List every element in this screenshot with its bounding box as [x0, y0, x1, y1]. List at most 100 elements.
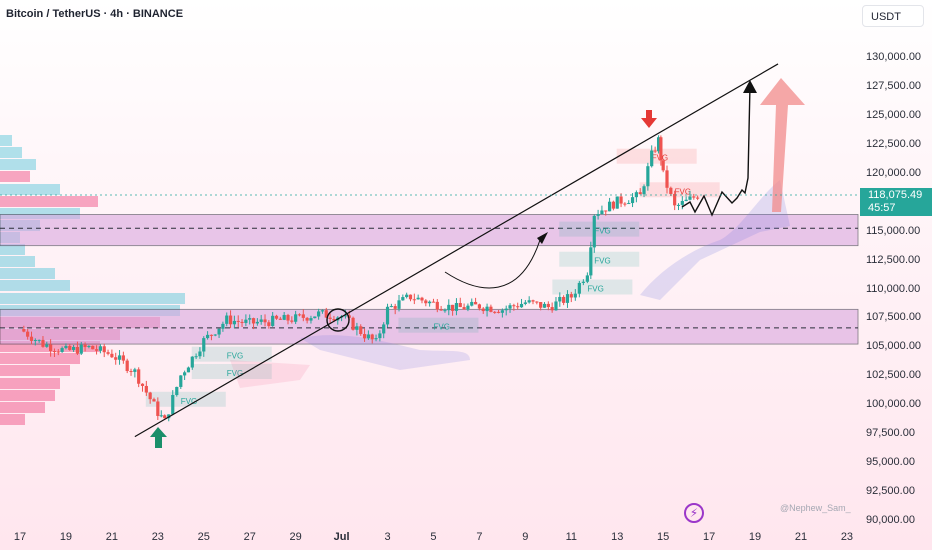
candle-body — [225, 315, 229, 324]
candle-body — [646, 166, 650, 187]
volume-profile-bar — [0, 414, 25, 425]
volume-profile-bar — [0, 159, 36, 170]
x-tick-label: 27 — [243, 531, 256, 543]
fvg-label: FVG — [181, 397, 197, 406]
candle-body — [75, 347, 80, 354]
candle-body — [313, 316, 317, 319]
candle-body — [45, 344, 49, 347]
candle-body — [504, 308, 508, 311]
candlesticks — [22, 135, 700, 422]
candle-body — [443, 310, 447, 312]
candle-body — [274, 315, 279, 319]
y-tick-label: 120,000.00 — [866, 166, 922, 179]
circle-marker — [326, 308, 350, 332]
candle-body — [309, 318, 313, 321]
candle-body — [615, 196, 619, 209]
candle-body — [114, 357, 118, 360]
candle-body — [489, 306, 493, 312]
candle-body — [600, 210, 604, 215]
candle-body — [676, 204, 681, 206]
candle-body — [477, 304, 482, 309]
cloud-lower — [300, 335, 470, 370]
candle-body — [466, 305, 470, 310]
candle-body — [98, 346, 102, 351]
volume-profile-bar — [0, 196, 98, 207]
volume-profile-bar — [0, 244, 25, 255]
candle-body — [661, 160, 665, 171]
candle-body — [282, 314, 286, 320]
x-tick-label: 23 — [840, 531, 854, 543]
candle-body — [638, 192, 642, 195]
fvg-box — [639, 182, 720, 198]
candle-body — [183, 372, 187, 376]
candle-body — [362, 334, 367, 339]
candle-body — [94, 349, 99, 351]
candle-body — [263, 319, 267, 323]
candle-body — [412, 299, 416, 301]
projection-path — [681, 84, 751, 217]
candle-body — [692, 196, 696, 198]
volume-profile-bar — [0, 353, 80, 364]
candle-body — [431, 301, 436, 303]
volume-profile-bar — [0, 268, 55, 279]
candle-body — [33, 339, 37, 341]
candle-body — [60, 348, 64, 352]
trendline — [134, 63, 779, 438]
candle-body — [205, 334, 210, 339]
candle-body — [382, 324, 386, 334]
candle-body — [29, 336, 34, 341]
cloud-pink — [230, 360, 310, 388]
candle-body — [68, 345, 72, 350]
candle-body — [22, 329, 26, 332]
candle-body — [317, 311, 321, 317]
fvg-box — [398, 317, 479, 333]
candle-body — [133, 369, 137, 372]
x-tick-label: 23 — [151, 531, 164, 543]
chart-title: Bitcoin / TetherUS · 4h · BINANCE — [6, 8, 184, 20]
curved-arrow-head — [537, 232, 548, 244]
candle-body — [393, 306, 397, 309]
candle-body — [305, 317, 309, 321]
y-tick-label: 112,500.00 — [866, 253, 921, 266]
candle-body — [596, 214, 600, 216]
sell-arrow — [641, 110, 657, 128]
fvg-box — [559, 221, 640, 237]
candle-body — [688, 196, 692, 200]
candle-body — [428, 301, 432, 304]
x-tick-label: Jul — [333, 531, 350, 543]
candle-body — [619, 196, 623, 204]
candle-body — [527, 300, 531, 303]
candle-body — [389, 306, 393, 308]
x-tick-label: 17 — [702, 531, 716, 543]
x-tick-label: 21 — [794, 531, 808, 543]
fvg-label: FVG — [675, 187, 691, 196]
candle-body — [343, 315, 348, 317]
volume-profile-bar — [0, 135, 12, 146]
candle-body — [259, 319, 263, 322]
candle-body — [286, 314, 290, 321]
candle-body — [656, 137, 661, 152]
tradingview-bolt-icon[interactable]: ⚡ — [684, 503, 704, 523]
support-zone — [0, 308, 859, 345]
x-tick-label: 29 — [289, 531, 302, 543]
candle-body — [167, 414, 171, 419]
candle-body — [102, 346, 106, 353]
volume-profile-bar — [0, 171, 30, 182]
projection-arrow-head — [743, 80, 757, 93]
candle-body — [221, 323, 225, 329]
candle-body — [26, 331, 30, 337]
candle-body — [156, 401, 160, 416]
candle-body — [163, 415, 167, 419]
candle-body — [577, 282, 581, 294]
volume-profile-bar — [0, 147, 22, 158]
currency-button[interactable]: USDT — [862, 5, 924, 27]
x-tick-label: 3 — [384, 531, 391, 543]
y-tick-label: 100,000.00 — [866, 398, 922, 411]
candle-body — [159, 415, 163, 417]
y-tick-label: 90,000.00 — [866, 514, 915, 526]
fvg-label: FVG — [594, 227, 610, 236]
x-tick-label: 15 — [657, 531, 670, 543]
candle-body — [117, 355, 122, 360]
y-tick-label: 125,000.00 — [866, 108, 922, 121]
